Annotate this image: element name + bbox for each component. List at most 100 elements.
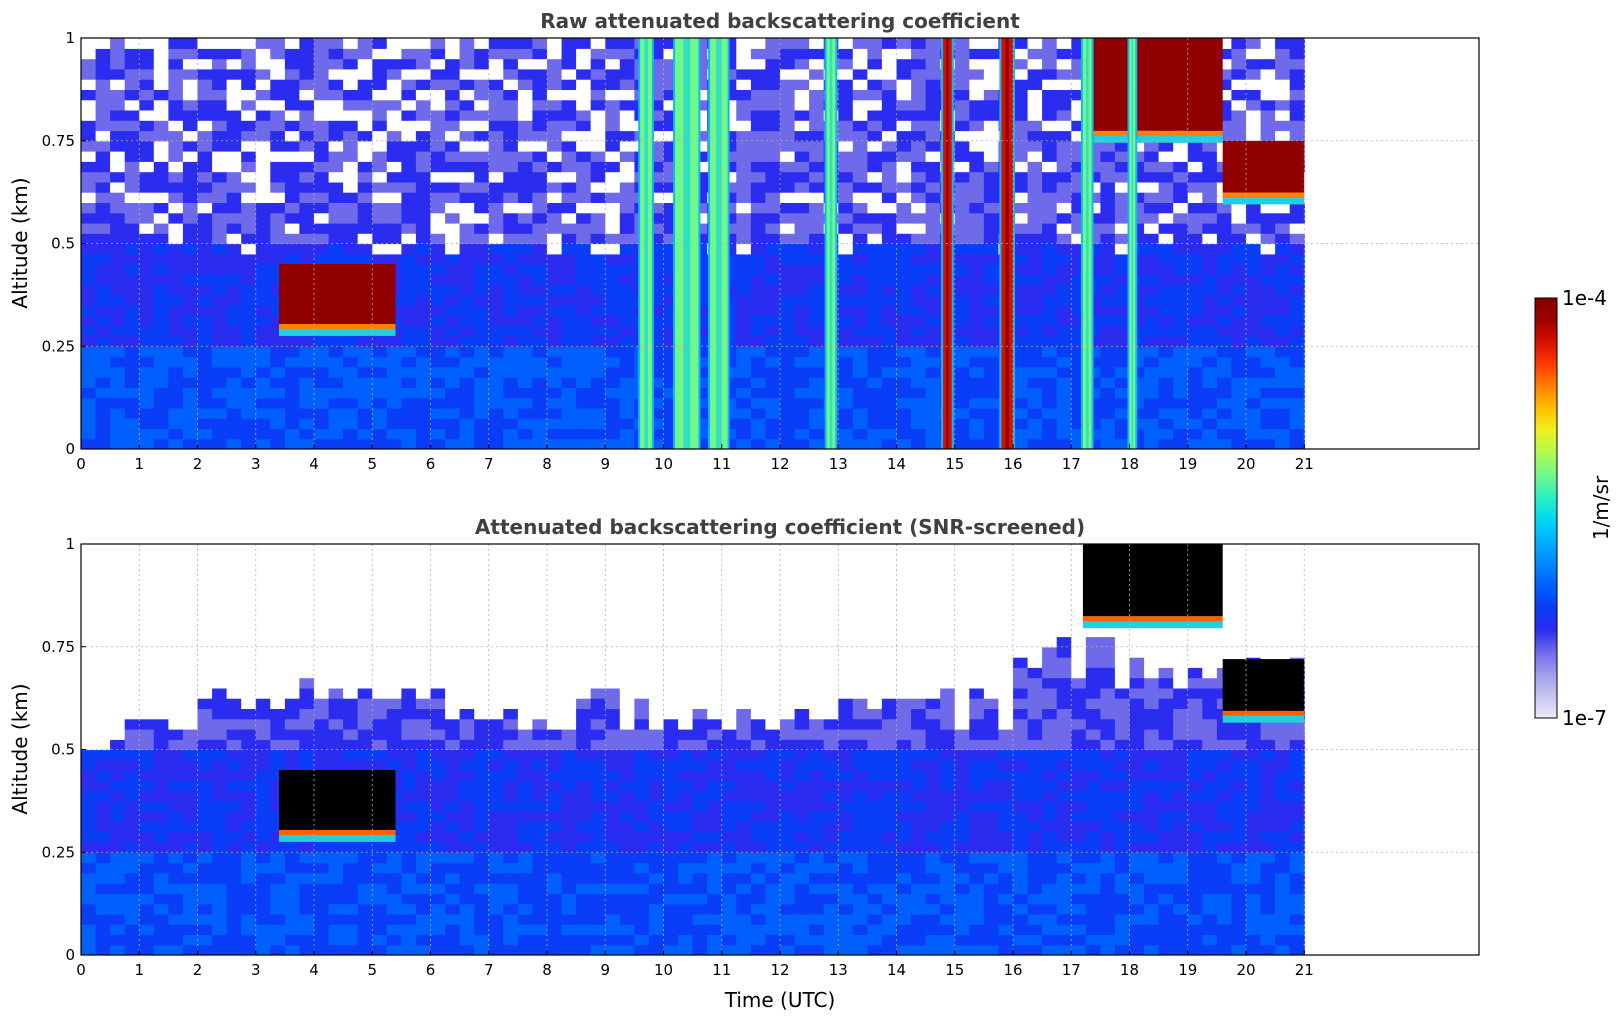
- heatmap-cell: [430, 48, 446, 60]
- heatmap-cell: [255, 407, 271, 419]
- heatmap-cell: [182, 636, 199, 648]
- heatmap-cell: [1202, 346, 1218, 358]
- heatmap-cell: [765, 325, 781, 337]
- heatmap-cell: [284, 677, 301, 689]
- heatmap-cell: [226, 739, 242, 751]
- heatmap-cell: [430, 233, 446, 245]
- heatmap-cell: [168, 636, 184, 648]
- heatmap-cell: [328, 181, 344, 193]
- heatmap-cell: [226, 264, 242, 275]
- heatmap-cell: [401, 821, 417, 833]
- heatmap-cell: [182, 862, 199, 874]
- heatmap-cell: [1246, 407, 1262, 419]
- heatmap-cell: [765, 171, 781, 183]
- heatmap-cell: [255, 667, 271, 679]
- heatmap-cell: [532, 274, 548, 286]
- heatmap-cell: [1158, 253, 1174, 265]
- heatmap-cell: [488, 171, 504, 183]
- heatmap-cell: [1173, 253, 1189, 265]
- heatmap-cell: [197, 58, 213, 70]
- heatmap-cell: [765, 89, 781, 101]
- heatmap-cell: [780, 377, 796, 388]
- heatmap-cell: [182, 800, 199, 812]
- heatmap-cell: [561, 934, 577, 946]
- heatmap-cell: [153, 646, 169, 658]
- heatmap-cell: [619, 842, 635, 853]
- heatmap-cell: [1027, 171, 1043, 183]
- heatmap-cell: [459, 605, 475, 617]
- heatmap-cell: [401, 48, 417, 60]
- heatmap-cell: [226, 862, 242, 874]
- heatmap-cell: [284, 79, 301, 90]
- heatmap-cell: [503, 667, 519, 679]
- heatmap-cell: [197, 842, 213, 853]
- heatmap-cell: [517, 687, 534, 699]
- heatmap-cell: [124, 346, 140, 358]
- heatmap-cell: [139, 698, 155, 709]
- heatmap-cell: [474, 842, 490, 853]
- heatmap-cell: [896, 79, 912, 90]
- heatmap-cell: [110, 79, 126, 90]
- heatmap-cell: [1260, 356, 1276, 368]
- heatmap-cell: [197, 336, 213, 347]
- heatmap-cell: [503, 79, 519, 90]
- heatmap-cell: [911, 325, 927, 337]
- heatmap-cell: [780, 397, 796, 409]
- heatmap-cell: [343, 564, 359, 576]
- heatmap-cell: [896, 151, 912, 162]
- heatmap-cell: [415, 181, 432, 193]
- heatmap-cell: [503, 646, 519, 658]
- heatmap-cell: [517, 605, 534, 617]
- heatmap-cell: [357, 698, 373, 709]
- heatmap-cell: [241, 274, 257, 286]
- heatmap-cell: [95, 366, 111, 378]
- heatmap-cell: [343, 253, 359, 265]
- heatmap-cell: [736, 89, 752, 101]
- heatmap-cell: [1144, 336, 1160, 347]
- heatmap-cell: [765, 428, 781, 440]
- heatmap-cell: [430, 626, 446, 638]
- heatmap-cell: [896, 264, 912, 275]
- heatmap-cell: [168, 544, 184, 555]
- heatmap-cell: [445, 212, 461, 224]
- heatmap-cell: [1027, 407, 1043, 419]
- heatmap-cell: [1071, 181, 1087, 193]
- heatmap-cell: [1289, 336, 1305, 347]
- heatmap-cell: [1231, 233, 1247, 245]
- heatmap-cell: [124, 438, 140, 449]
- heatmap-cell: [430, 852, 446, 864]
- heatmap-cell: [357, 595, 373, 607]
- heatmap-cell: [212, 595, 228, 607]
- heatmap-cell: [1260, 274, 1276, 286]
- heatmap-cell: [547, 708, 563, 720]
- heatmap-cell: [1056, 397, 1072, 409]
- heatmap-cell: [1158, 264, 1174, 275]
- heatmap-cell: [503, 120, 519, 132]
- heatmap-cell: [474, 387, 490, 399]
- heatmap-cell: [1289, 99, 1305, 111]
- heatmap-cell: [81, 212, 97, 224]
- heatmap-cell: [81, 574, 97, 586]
- heatmap-cell: [197, 564, 213, 576]
- heatmap-cell: [168, 646, 184, 658]
- heatmap-cell: [343, 387, 359, 399]
- heatmap-cell: [124, 356, 140, 368]
- heatmap-cell: [780, 151, 796, 162]
- heatmap-cell: [532, 397, 548, 409]
- heatmap-cell: [765, 140, 781, 152]
- heatmap-cell: [532, 377, 548, 388]
- heatmap-cell: [415, 944, 432, 955]
- heatmap-cell: [1042, 140, 1058, 152]
- heatmap-cell: [474, 264, 490, 275]
- heatmap-cell: [867, 222, 883, 234]
- heatmap-cell: [212, 212, 228, 224]
- heatmap-cell: [474, 729, 490, 740]
- heatmap-cell: [1231, 222, 1247, 234]
- heatmap-cell: [605, 842, 621, 853]
- heatmap-cell: [1042, 233, 1058, 245]
- heatmap-cell: [255, 657, 271, 668]
- heatmap-cell: [605, 325, 621, 337]
- heatmap-cell: [794, 407, 810, 419]
- heatmap-cell: [838, 89, 854, 101]
- heatmap-cell: [328, 903, 344, 915]
